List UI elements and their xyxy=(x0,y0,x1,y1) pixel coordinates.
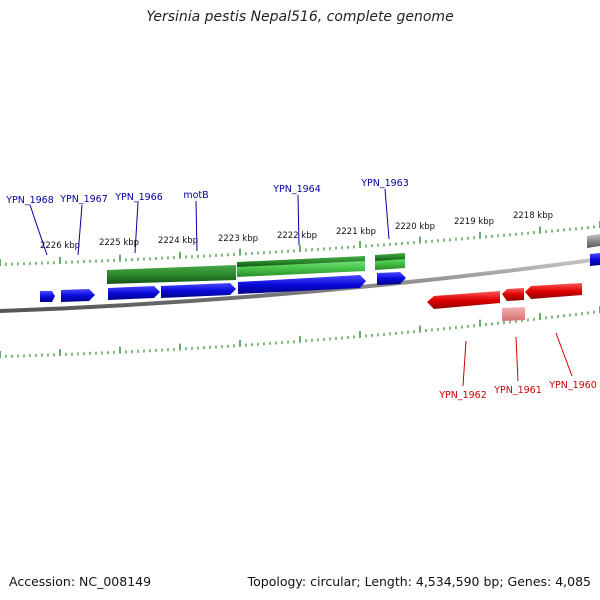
leader-ypn1963 xyxy=(384,188,390,240)
scale-label-2219: 2219 kbp xyxy=(454,217,494,227)
label-ypn1964[interactable]: YPN_1964 xyxy=(272,184,321,195)
leader-motb xyxy=(195,200,198,252)
leader-ypn1968 xyxy=(29,204,48,256)
gene-ypn1967[interactable] xyxy=(61,289,95,302)
leader-ypn1960 xyxy=(555,332,573,377)
scale-label-2220: 2220 kbp xyxy=(395,222,435,232)
scale-label-2222: 2222 kbp xyxy=(277,231,317,241)
scale-label-2218: 2218 kbp xyxy=(513,211,553,221)
gene-ypn1964[interactable] xyxy=(238,275,366,294)
scale-label-2224: 2224 kbp xyxy=(158,236,198,246)
gene-ypn1961[interactable] xyxy=(502,288,524,301)
feature-bar-small-top[interactable] xyxy=(375,253,405,261)
gene-ypn1962[interactable] xyxy=(427,291,500,309)
accession-label: Accession: NC_008149 xyxy=(9,574,152,589)
label-ypn1966[interactable]: YPN_1966 xyxy=(114,192,163,203)
genome-backbone xyxy=(0,257,600,313)
gene-ypn1968[interactable] xyxy=(40,291,55,302)
feature-bar-right-grey[interactable] xyxy=(587,234,600,248)
gene-ypn1961-shadow[interactable] xyxy=(502,307,525,321)
genome-title: Yersinia pestis Nepal516, complete genom… xyxy=(146,9,454,25)
leader-ypn1961 xyxy=(515,336,519,382)
label-ypn1963[interactable]: YPN_1963 xyxy=(360,178,409,189)
leader-ypn1962 xyxy=(462,340,467,387)
scale-ticks-outer xyxy=(0,221,600,266)
scale-ticks-inner xyxy=(0,306,600,358)
genome-summary: Topology: circular; Length: 4,534,590 bp… xyxy=(247,574,591,589)
gene-ypn1960[interactable] xyxy=(525,283,582,299)
gene-ypn1963[interactable] xyxy=(377,272,406,285)
label-ypn1968[interactable]: YPN_1968 xyxy=(5,195,54,206)
gene-motb[interactable] xyxy=(161,283,236,298)
scale-label-2223: 2223 kbp xyxy=(218,234,258,244)
label-ypn1962[interactable]: YPN_1962 xyxy=(438,390,487,401)
feature-bar-dark[interactable] xyxy=(107,265,236,284)
feature-bar-dark-2[interactable] xyxy=(237,256,365,267)
label-ypn1961[interactable]: YPN_1961 xyxy=(493,385,542,396)
leader-ypn1967 xyxy=(77,204,83,256)
scale-label-2221: 2221 kbp xyxy=(336,227,376,237)
leader-ypn1964 xyxy=(297,194,300,246)
gene-ypn1966[interactable] xyxy=(108,286,160,300)
label-ypn1967[interactable]: YPN_1967 xyxy=(59,194,108,205)
scale-label-2226: 2226 kbp xyxy=(40,241,80,251)
gene-right-blue[interactable] xyxy=(590,253,600,266)
label-ypn1960[interactable]: YPN_1960 xyxy=(548,380,597,391)
label-motb[interactable]: motB xyxy=(183,190,208,201)
feature-bar-light[interactable] xyxy=(237,258,365,277)
leader-ypn1966 xyxy=(134,201,139,254)
scale-label-2225: 2225 kbp xyxy=(99,238,139,248)
